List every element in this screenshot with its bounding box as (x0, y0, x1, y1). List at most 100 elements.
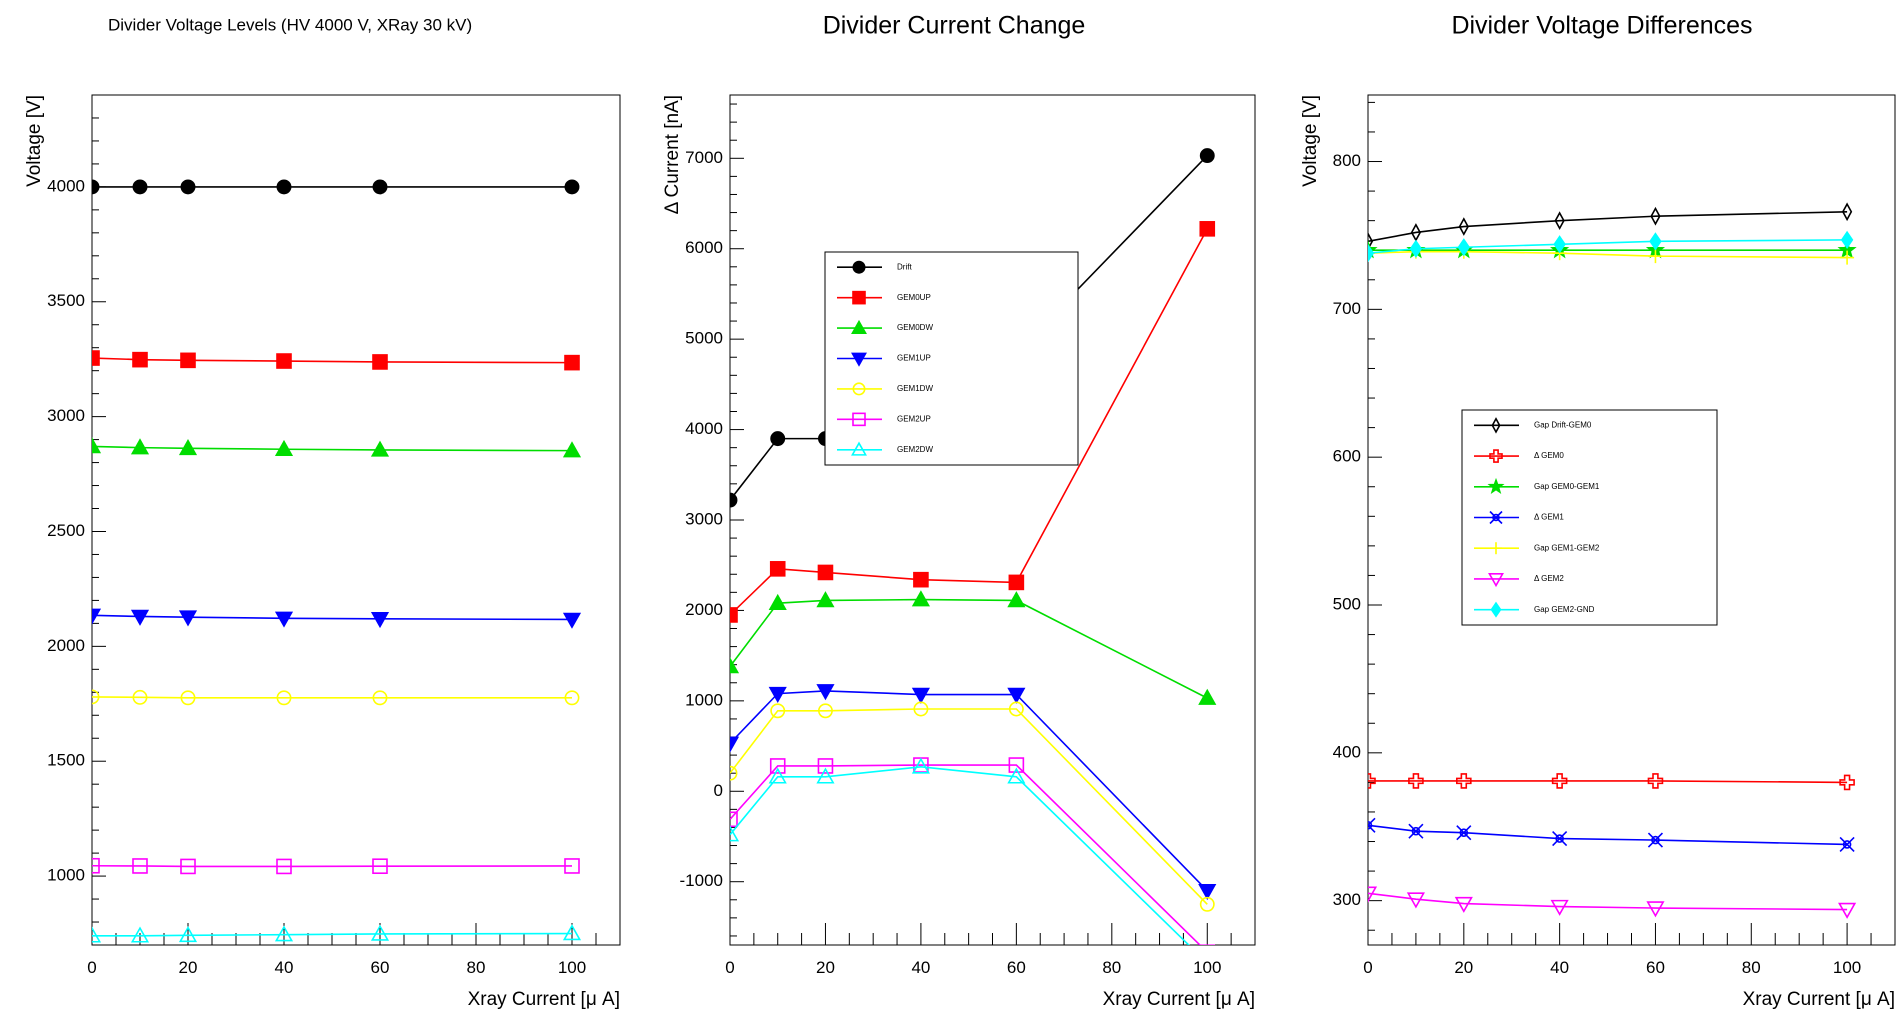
data-point (1551, 773, 1568, 789)
voltage-differences-panel: Divider Voltage Differences3004005006007… (1300, 12, 1896, 1010)
data-point (817, 758, 834, 774)
data-point (769, 758, 786, 774)
legend-entry-label: Δ GEM1 (1534, 513, 1564, 522)
data-point (274, 439, 294, 456)
legend-entry-label: Δ GEM0 (1534, 451, 1564, 460)
data-point (1647, 832, 1664, 848)
series-line (730, 690, 1208, 892)
data-point (730, 765, 738, 781)
series-5 (730, 701, 1215, 912)
data-point (818, 703, 833, 719)
series-2 (730, 221, 1216, 623)
data-point (372, 690, 388, 706)
data-point (769, 561, 786, 577)
y-axis-label: Voltage [V] (1300, 95, 1321, 187)
data-point (913, 571, 929, 588)
legend-marker (851, 319, 867, 334)
data-point (562, 612, 582, 629)
series-6 (730, 757, 1216, 945)
legend-marker (852, 260, 866, 274)
data-point (130, 438, 150, 455)
legend-marker (851, 441, 867, 456)
data-point (92, 608, 102, 625)
data-point (92, 926, 102, 943)
legend-marker (1490, 601, 1502, 618)
y-tick-label: 0 (714, 781, 723, 800)
y-axis-label: Δ Current [nA] (662, 95, 683, 214)
plot-area (1368, 202, 1857, 919)
data-point (1409, 239, 1423, 258)
x-tick-label: 60 (371, 958, 390, 977)
data-point (1840, 230, 1854, 249)
legend-entry-label: GEM0UP (897, 293, 931, 302)
x-tick-label: 100 (1193, 958, 1221, 977)
series-line (92, 357, 573, 364)
data-point (178, 438, 198, 456)
data-point (1838, 902, 1857, 919)
data-point (1552, 830, 1568, 847)
data-point (564, 354, 580, 371)
data-point (1840, 250, 1855, 265)
data-point (372, 179, 388, 195)
y-tick-label: 3500 (47, 291, 85, 310)
data-point (1368, 244, 1375, 263)
legend-entry-label: GEM1DW (897, 384, 933, 393)
data-point (1456, 773, 1472, 789)
data-point (1198, 688, 1217, 705)
y-tick-label: 500 (1333, 594, 1361, 613)
data-point (1199, 148, 1215, 164)
data-point (1553, 235, 1566, 254)
legend: Drift GEM0UP GEM0DW GEM1UP GEM1DW GEM2UP GEM2D… (824, 251, 1079, 466)
series-line (730, 764, 1202, 945)
data-point (180, 352, 196, 369)
data-point (1408, 823, 1424, 839)
legend-entry-label: Gap GEM0-GEM1 (1534, 482, 1600, 491)
y-tick-label: 3000 (47, 406, 85, 425)
data-point (1839, 774, 1855, 791)
y-tick-label: 2000 (685, 600, 723, 619)
legend-marker (1487, 477, 1505, 495)
x-tick-label: 80 (1742, 958, 1761, 977)
legend-entry-label: Drift (897, 262, 912, 271)
x-tick-label: 80 (1102, 958, 1121, 977)
data-point (768, 767, 787, 784)
data-point (1550, 899, 1569, 916)
data-point (1457, 238, 1471, 257)
y-tick-label: 4000 (47, 176, 85, 195)
series-5 (92, 689, 580, 706)
series-4 (92, 608, 582, 629)
data-point (1646, 901, 1665, 918)
data-point (816, 684, 835, 701)
series-line (1368, 250, 1848, 259)
current-change-panel: Divider Current Change-10000100020003000… (662, 12, 1256, 1010)
x-tick-label: 60 (1646, 958, 1665, 977)
y-tick-label: 3000 (685, 509, 723, 528)
x-tick-label: 0 (1363, 958, 1372, 977)
data-point (276, 690, 292, 706)
data-point (274, 611, 294, 628)
legend-marker (1489, 510, 1503, 525)
data-point (92, 437, 102, 454)
chart-title: Divider Current Change (823, 12, 1086, 40)
data-point (770, 431, 786, 447)
series-line (1368, 239, 1848, 254)
legend-entry-label: GEM2DW (897, 445, 933, 454)
data-point (1456, 825, 1472, 841)
series-4 (1368, 817, 1855, 853)
series-line (730, 598, 1208, 699)
x-tick-label: 20 (179, 958, 198, 977)
data-point (1007, 591, 1026, 608)
y-tick-label: 600 (1333, 447, 1361, 466)
data-point (1368, 773, 1376, 789)
data-point (562, 924, 582, 941)
data-point (132, 689, 148, 705)
series-line (730, 228, 1208, 616)
data-point (913, 701, 929, 717)
data-point (1454, 896, 1473, 913)
data-point (730, 825, 740, 842)
data-point (130, 926, 150, 943)
data-point (130, 609, 150, 626)
data-point (276, 353, 292, 369)
y-tick-label: 1500 (47, 751, 85, 770)
data-point (911, 687, 930, 704)
